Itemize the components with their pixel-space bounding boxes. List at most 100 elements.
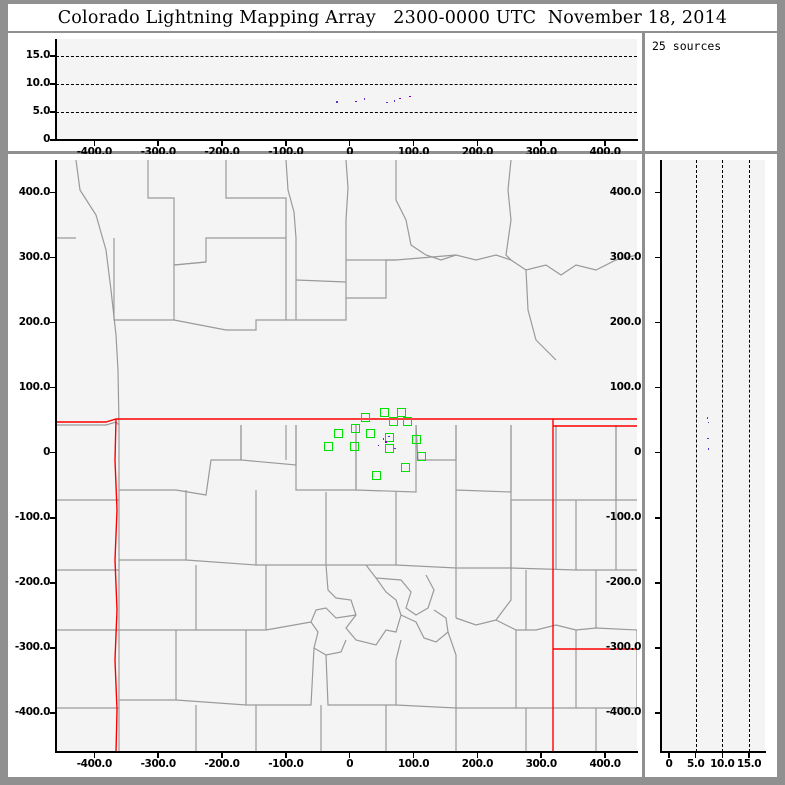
lma-source-marker bbox=[384, 443, 394, 453]
lma-source-dot bbox=[409, 95, 411, 98]
gridline-h bbox=[56, 83, 637, 85]
map-plot-area[interactable] bbox=[56, 160, 637, 752]
top-y-axis bbox=[55, 39, 57, 141]
x-tick bbox=[412, 752, 415, 758]
lma-source-dot bbox=[385, 441, 387, 443]
lma-source-dot bbox=[706, 417, 709, 419]
lma-source-dot bbox=[707, 448, 710, 450]
x-tick bbox=[721, 752, 724, 758]
y-tick-label: 0 bbox=[43, 445, 50, 458]
x-tick bbox=[221, 752, 223, 758]
x-tick-label: 200.0 bbox=[461, 758, 494, 770]
source-count-label: 25 sources bbox=[652, 39, 722, 53]
y-tick-label: 100.0 bbox=[18, 380, 51, 393]
lma-source-dot bbox=[355, 100, 357, 103]
x-tick-label: 300.0 bbox=[525, 758, 558, 770]
y-tick bbox=[50, 647, 57, 649]
y-tick-label: -300.0 bbox=[605, 640, 642, 653]
map-y-axis bbox=[55, 160, 57, 753]
x-tick-label: 100.0 bbox=[397, 758, 430, 770]
lma-source-dot bbox=[377, 444, 380, 447]
lma-source-dot bbox=[336, 101, 338, 103]
y-tick-label: -300.0 bbox=[14, 640, 51, 653]
lma-source-marker bbox=[416, 451, 426, 461]
y-tick-label: 400.0 bbox=[609, 185, 642, 198]
lma-source-marker bbox=[403, 417, 413, 426]
x-tick bbox=[348, 140, 351, 146]
y-tick-label: 0 bbox=[43, 133, 50, 145]
x-tick bbox=[412, 140, 415, 146]
y-tick bbox=[50, 83, 57, 85]
y-tick bbox=[655, 582, 662, 584]
x-tick-label: -100.0 bbox=[268, 758, 304, 770]
source-count-panel: 25 sources bbox=[645, 33, 777, 151]
lma-source-dot bbox=[393, 100, 396, 102]
y-tick-label: 100.0 bbox=[609, 380, 642, 393]
lma-source-dot bbox=[399, 97, 401, 100]
y-tick-label: -100.0 bbox=[14, 510, 51, 523]
right-y-axis bbox=[660, 160, 662, 753]
y-tick bbox=[655, 517, 662, 519]
lma-source-dot bbox=[394, 447, 396, 450]
plan-view-map-panel[interactable]: -400.0 -300.0 -200.0 -100.0 0 100.0 200.0 300.0… bbox=[8, 154, 642, 777]
x-tick bbox=[476, 752, 479, 758]
x-tick bbox=[157, 752, 159, 758]
lma-source-marker bbox=[333, 428, 343, 438]
lma-source-marker bbox=[389, 417, 399, 426]
y-tick bbox=[50, 55, 57, 57]
y-tick bbox=[655, 712, 662, 714]
x-tick bbox=[93, 752, 96, 758]
y-tick-label: 300.0 bbox=[18, 250, 51, 263]
top-plot-area[interactable] bbox=[56, 39, 637, 140]
gridline-v bbox=[749, 160, 750, 752]
x-tick-label: -200.0 bbox=[204, 758, 240, 770]
map-x-axis bbox=[55, 751, 638, 753]
y-tick bbox=[50, 386, 57, 389]
y-tick bbox=[50, 139, 57, 141]
x-tick bbox=[476, 140, 479, 146]
altitude-vs-east-west-panel[interactable]: 0 5.0 10.0 15.0 -400.0 -300.0 -200.0 -100.0 0 100… bbox=[8, 33, 642, 158]
x-tick-label: 400.0 bbox=[589, 758, 621, 770]
y-tick-label: 10.0 bbox=[25, 76, 51, 89]
y-tick bbox=[50, 111, 57, 113]
lma-source-marker bbox=[384, 433, 394, 443]
y-tick-label: 0 bbox=[634, 445, 641, 458]
gridline-h bbox=[56, 111, 637, 113]
y-tick bbox=[655, 191, 662, 194]
lma-source-marker bbox=[361, 412, 371, 422]
y-tick-label: -200.0 bbox=[605, 575, 642, 588]
y-tick bbox=[655, 386, 662, 389]
top-x-axis bbox=[55, 139, 638, 141]
title-bar: Colorado Lightning Mapping Array 2300-00… bbox=[8, 4, 777, 31]
y-tick-label: -400.0 bbox=[605, 706, 642, 718]
y-tick-label: 15.0 bbox=[25, 48, 51, 61]
x-tick bbox=[157, 140, 159, 146]
lma-source-marker bbox=[412, 434, 422, 444]
y-tick bbox=[655, 321, 662, 324]
x-tick bbox=[285, 140, 287, 146]
gridline-v bbox=[722, 160, 724, 752]
lma-source-dot bbox=[386, 101, 388, 104]
y-tick-label: 300.0 bbox=[609, 250, 642, 263]
y-tick bbox=[50, 712, 57, 714]
right-plot-area[interactable] bbox=[661, 160, 765, 752]
y-tick bbox=[50, 582, 57, 584]
y-tick bbox=[50, 191, 57, 194]
north-south-vs-altitude-panel[interactable]: 0 5.0 10.0 15.0 400.0 300.0 200.0 100.0 0 -100.0 -… bbox=[606, 154, 777, 777]
lma-source-marker bbox=[401, 462, 411, 472]
y-tick bbox=[655, 451, 662, 454]
y-tick bbox=[50, 451, 57, 454]
lma-source-dot bbox=[363, 98, 366, 100]
x-tick-label: -300.0 bbox=[140, 758, 177, 770]
x-tick bbox=[285, 752, 287, 758]
y-tick bbox=[655, 256, 662, 259]
map-geography bbox=[56, 160, 637, 752]
lma-source-marker bbox=[372, 471, 381, 480]
x-tick bbox=[604, 752, 606, 758]
lma-source-dot bbox=[707, 437, 709, 440]
y-tick-label: 200.0 bbox=[18, 315, 51, 328]
x-tick bbox=[748, 752, 750, 758]
lma-source-marker bbox=[350, 442, 360, 452]
x-tick bbox=[540, 140, 542, 146]
